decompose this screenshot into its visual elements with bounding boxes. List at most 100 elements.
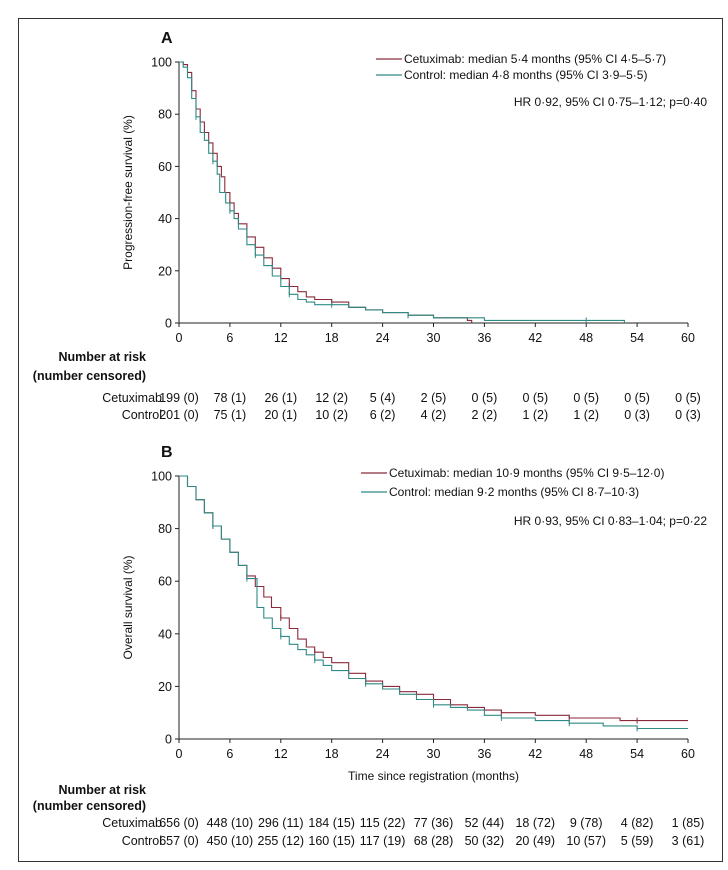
risk-cell: 0 (3) bbox=[624, 408, 650, 422]
x-tick-label: 54 bbox=[630, 747, 644, 761]
y-tick-label: 0 bbox=[165, 317, 172, 331]
x-tick-label: 12 bbox=[274, 747, 288, 761]
risk-cell: 68 (28) bbox=[414, 834, 454, 848]
legend-entry-control: Control: median 9·2 months (95% CI 8·7–1… bbox=[389, 485, 639, 499]
risk-row-label: Cetuximab bbox=[102, 816, 162, 830]
panel-b: B 0 20 40 60 80 100 0 6 12 18 24 30 36 42 48 54 60 Overall… bbox=[33, 444, 708, 848]
risk-cell: 20 (1) bbox=[264, 408, 297, 422]
hazard-ratio-text: HR 0·93, 95% CI 0·83–1·04; p=0·22 bbox=[514, 514, 707, 528]
risk-cell: 1 (2) bbox=[573, 408, 599, 422]
x-tick-label: 18 bbox=[325, 331, 339, 345]
risk-cell: 10 (57) bbox=[566, 834, 606, 848]
x-tick-label: 12 bbox=[274, 331, 288, 345]
x-tick-label: 30 bbox=[427, 331, 441, 345]
x-tick-label: 36 bbox=[477, 331, 491, 345]
risk-cell: 77 (36) bbox=[414, 816, 454, 830]
x-tick-label: 0 bbox=[176, 331, 183, 345]
x-tick-label: 42 bbox=[528, 331, 542, 345]
risk-row-label: Control bbox=[122, 834, 162, 848]
panel-label: A bbox=[161, 30, 173, 47]
risk-cell: 4 (82) bbox=[621, 816, 654, 830]
risk-cell: 52 (44) bbox=[465, 816, 505, 830]
x-tick-label: 24 bbox=[376, 331, 390, 345]
y-tick-label: 80 bbox=[158, 522, 172, 536]
risk-cell: 78 (1) bbox=[214, 391, 247, 405]
risk-cell: 115 (22) bbox=[360, 816, 406, 830]
x-tick-label: 36 bbox=[477, 747, 491, 761]
risk-cell: 656 (0) bbox=[159, 816, 199, 830]
x-tick-label: 60 bbox=[681, 331, 695, 345]
risk-cell: 2 (5) bbox=[421, 391, 447, 405]
risk-table-subtitle: (number censored) bbox=[33, 369, 146, 383]
x-tick-label: 6 bbox=[226, 747, 233, 761]
risk-cell: 1 (85) bbox=[672, 816, 705, 830]
y-axis-label: Overall survival (%) bbox=[121, 555, 135, 659]
survival-curve-cetuximab bbox=[179, 475, 688, 722]
y-tick-label: 40 bbox=[158, 212, 172, 226]
risk-cell: 9 (78) bbox=[570, 816, 603, 830]
x-tick-label: 48 bbox=[579, 747, 593, 761]
risk-cell: 18 (72) bbox=[515, 816, 555, 830]
risk-cell: 0 (5) bbox=[472, 391, 498, 405]
risk-cell: 12 (2) bbox=[315, 391, 348, 405]
legend-entry-cetuximab: Cetuximab: median 10·9 months (95% CI 9·… bbox=[389, 466, 664, 480]
risk-cell: 0 (5) bbox=[522, 391, 548, 405]
risk-cell: 75 (1) bbox=[214, 408, 247, 422]
risk-cell: 26 (1) bbox=[264, 391, 297, 405]
risk-table-title: Number at risk bbox=[58, 783, 146, 797]
risk-row-label: Control bbox=[122, 408, 162, 422]
y-axis-label: Progression-free survival (%) bbox=[121, 115, 135, 270]
y-tick-label: 100 bbox=[151, 470, 172, 484]
y-tick-label: 60 bbox=[158, 575, 172, 589]
x-tick-label: 24 bbox=[376, 747, 390, 761]
figure-frame: A 0 20 40 60 80 100 0 6 12 18 24 30 36 42 48 54 60 Progres… bbox=[18, 18, 723, 862]
risk-cell: 0 (3) bbox=[675, 408, 701, 422]
x-tick-label: 18 bbox=[325, 747, 339, 761]
y-tick-label: 60 bbox=[158, 160, 172, 174]
risk-cell: 296 (11) bbox=[258, 816, 304, 830]
legend-entry-control: Control: median 4·8 months (95% CI 3·9–5… bbox=[404, 68, 647, 82]
risk-cell: 448 (10) bbox=[207, 816, 254, 830]
x-tick-label: 30 bbox=[427, 747, 441, 761]
risk-cell: 657 (0) bbox=[159, 834, 199, 848]
risk-cell: 184 (15) bbox=[308, 816, 355, 830]
y-tick-label: 100 bbox=[151, 56, 172, 70]
legend-entry-cetuximab: Cetuximab: median 5·4 months (95% CI 4·5… bbox=[404, 52, 666, 66]
panel-a: A 0 20 40 60 80 100 0 6 12 18 24 30 36 42 48 54 60 Progres… bbox=[33, 30, 708, 422]
panel-label: B bbox=[161, 444, 173, 461]
risk-cell: 3 (61) bbox=[672, 834, 705, 848]
x-tick-label: 42 bbox=[528, 747, 542, 761]
y-tick-label: 80 bbox=[158, 108, 172, 122]
x-tick-label: 54 bbox=[630, 331, 644, 345]
y-tick-label: 20 bbox=[158, 264, 172, 278]
risk-cell: 199 (0) bbox=[159, 391, 199, 405]
risk-cell: 5 (59) bbox=[621, 834, 654, 848]
x-tick-label: 48 bbox=[579, 331, 593, 345]
hazard-ratio-text: HR 0·92, 95% CI 0·75–1·12; p=0·40 bbox=[514, 95, 707, 109]
y-tick-label: 20 bbox=[158, 680, 172, 694]
risk-cell: 160 (15) bbox=[308, 834, 355, 848]
risk-table-title: Number at risk bbox=[58, 350, 146, 364]
y-tick-label: 0 bbox=[165, 733, 172, 747]
risk-cell: 201 (0) bbox=[159, 408, 199, 422]
risk-cell: 2 (2) bbox=[472, 408, 498, 422]
risk-cell: 0 (5) bbox=[675, 391, 701, 405]
risk-cell: 50 (32) bbox=[465, 834, 505, 848]
risk-cell: 10 (2) bbox=[315, 408, 348, 422]
risk-cell: 0 (5) bbox=[624, 391, 650, 405]
risk-row-label: Cetuximab bbox=[102, 391, 162, 405]
risk-cell: 4 (2) bbox=[421, 408, 447, 422]
risk-cell: 20 (49) bbox=[515, 834, 555, 848]
risk-cell: 0 (5) bbox=[573, 391, 599, 405]
risk-table-subtitle: (number censored) bbox=[33, 799, 146, 813]
risk-cell: 1 (2) bbox=[522, 408, 548, 422]
risk-cell: 117 (19) bbox=[360, 834, 406, 848]
x-tick-label: 0 bbox=[176, 747, 183, 761]
risk-cell: 5 (4) bbox=[370, 391, 396, 405]
risk-cell: 255 (12) bbox=[258, 834, 305, 848]
x-axis-label: Time since registration (months) bbox=[348, 769, 519, 783]
risk-cell: 450 (10) bbox=[207, 834, 254, 848]
x-tick-label: 6 bbox=[226, 331, 233, 345]
y-tick-label: 40 bbox=[158, 627, 172, 641]
